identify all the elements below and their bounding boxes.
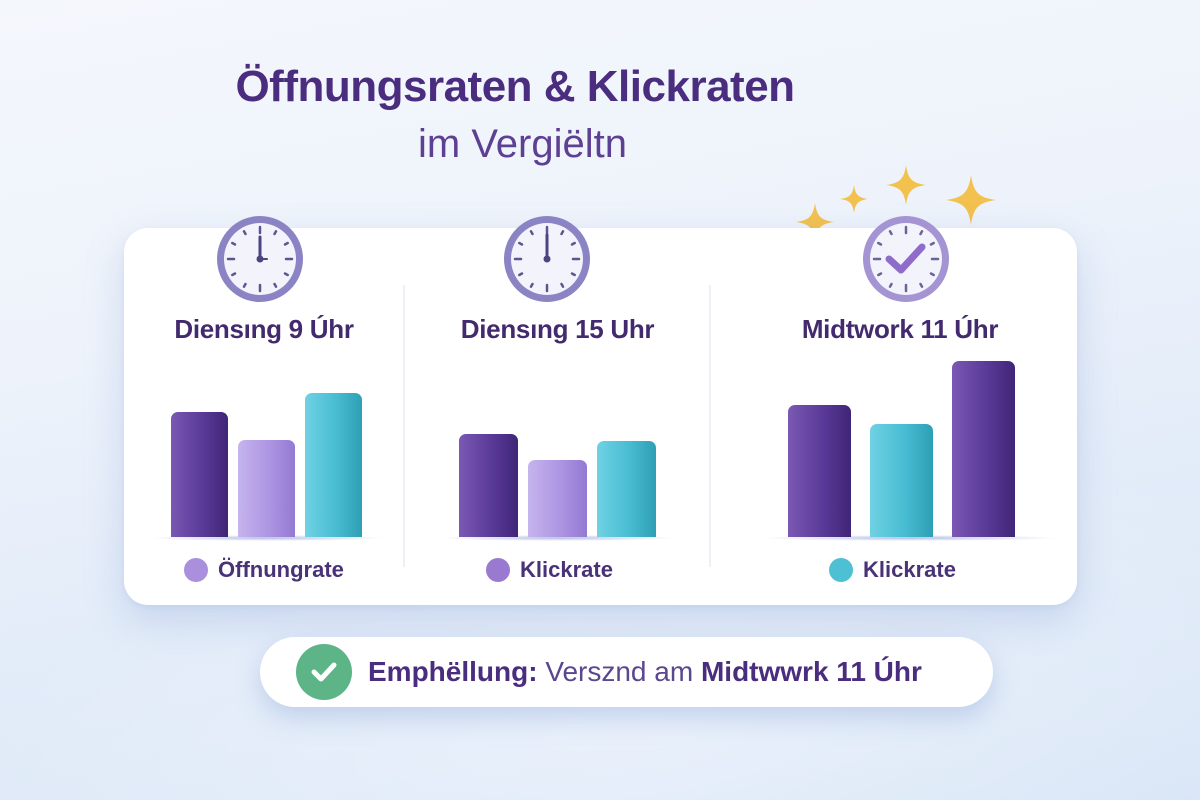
chart-baseline [440,535,675,541]
page-subtitle: im Vergiëltn [418,122,627,166]
clock-check-icon [863,216,949,302]
bar [597,441,656,537]
chart-baseline [150,535,385,541]
legend-label: Klickrate [520,557,613,582]
recommendation-label: Emphëllung: [368,656,538,687]
bar [238,440,295,537]
clock-icon [217,216,303,302]
chart-baseline [760,535,1060,541]
bar [528,460,587,537]
panel-title: Diensıng 9 Úhr [174,314,354,344]
legend-dot [486,558,510,582]
sparkle-star-icon [840,185,868,213]
bar [305,393,362,537]
legend-dot [829,558,853,582]
bar [952,361,1015,537]
bar [459,434,518,537]
panel-divider [403,285,405,567]
sparkle-star-icon [946,175,996,225]
sparkle-star-icon [796,203,834,241]
recommendation-banner: Emphëllung: Versznd am Midtwwrk 11 Úhr [260,637,993,707]
panel-title: Diensıng 15 Uhr [460,314,655,344]
recommendation-text: Emphëllung: Versznd am Midtwwrk 11 Úhr [368,656,922,688]
panel-divider [709,285,711,567]
clock-icon [504,216,590,302]
legend-item: Klickrate [486,557,613,583]
legend-dot [184,558,208,582]
legend-label: Öffnungrate [218,557,344,582]
panel-title: Midtwork 11 Úhr [801,314,999,344]
legend-label: Klickrate [863,557,956,582]
page-title: Öffnungsraten & Klickraten [235,62,795,111]
bar [171,412,228,537]
bar [788,405,851,537]
bar [870,424,933,537]
check-circle-icon [296,644,352,700]
recommendation-body: Versznd am [545,656,694,687]
legend-item: Klickrate [829,557,956,583]
sparkle-star-icon [886,165,926,205]
recommendation-highlight: Midtwwrk 11 Úhr [700,656,922,687]
legend-item: Öffnungrate [184,557,344,583]
